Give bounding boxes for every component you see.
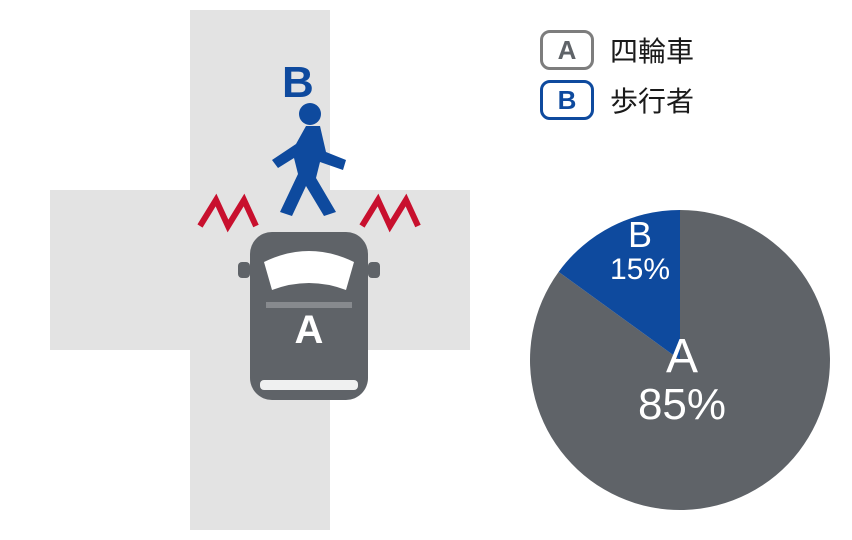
legend-badge-b: B bbox=[540, 80, 594, 120]
vehicle-label: A bbox=[295, 308, 324, 352]
vehicle-icon: A bbox=[238, 232, 380, 400]
pie-pct-a: 85% bbox=[638, 382, 726, 428]
pie-label-b: B 15% bbox=[610, 216, 670, 285]
diagram-root: A B A 四輪車 B 歩行者 A 85% B 15% bbox=[0, 0, 852, 540]
legend-label-a: 四輪車 bbox=[610, 30, 694, 70]
legend-label-b: 歩行者 bbox=[610, 80, 694, 120]
pie-letter-b: B bbox=[610, 216, 670, 254]
intersection-scene: A bbox=[50, 10, 470, 530]
pedestrian-label: B bbox=[282, 58, 314, 108]
pie-pct-b: 15% bbox=[610, 254, 670, 286]
pie-letter-a: A bbox=[638, 332, 726, 382]
legend-row-a: A 四輪車 bbox=[540, 30, 694, 70]
pie-label-a: A 85% bbox=[638, 332, 726, 429]
legend-row-b: B 歩行者 bbox=[540, 80, 694, 120]
legend: A 四輪車 B 歩行者 bbox=[540, 30, 694, 130]
legend-badge-a: A bbox=[540, 30, 594, 70]
